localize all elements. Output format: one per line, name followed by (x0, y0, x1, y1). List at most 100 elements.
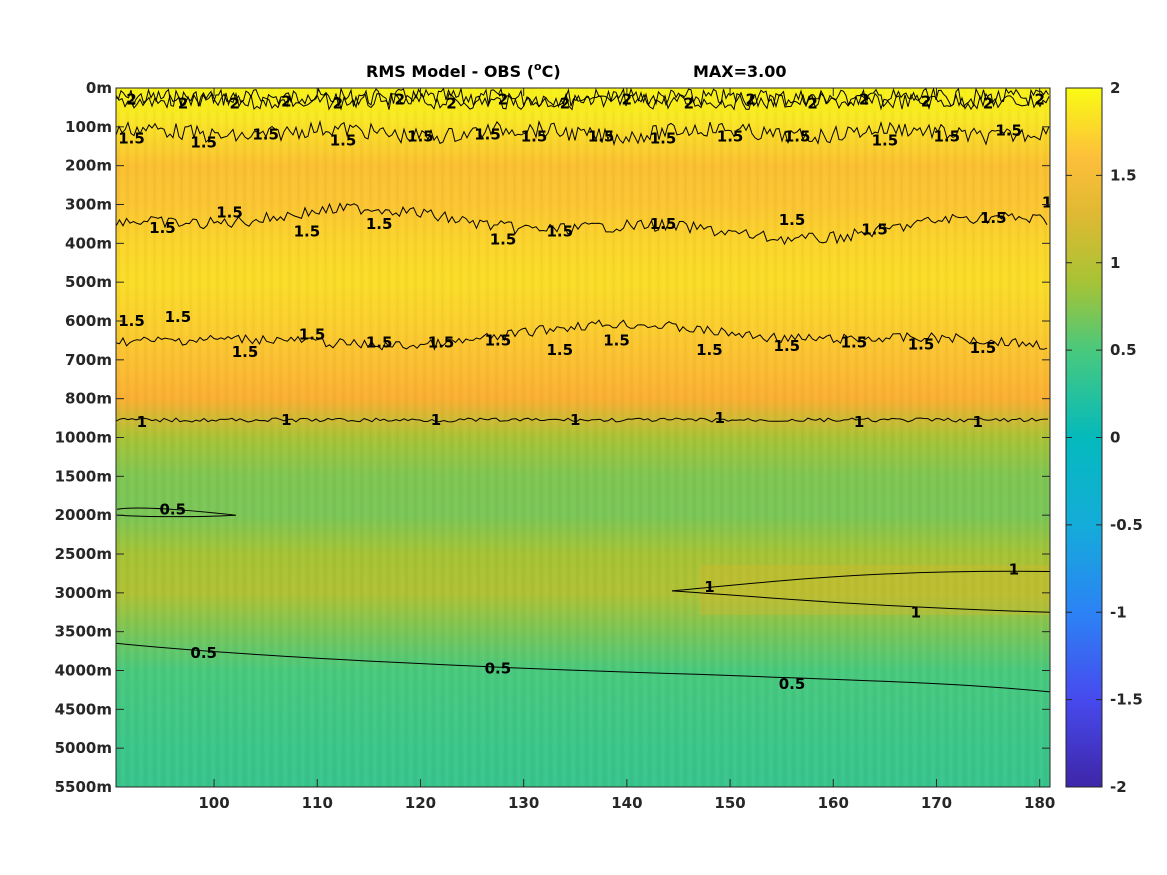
contour-label: 2 (983, 95, 993, 113)
contour-label: 0.5 (159, 500, 186, 518)
contour-line-1 (671, 590, 1050, 613)
contour-label: 2 (745, 91, 755, 109)
contour-label: 1 (704, 578, 714, 596)
x-tick-label: 180 (1024, 794, 1055, 812)
contour-label: 1.5 (934, 128, 961, 146)
contour-label: 1.5 (118, 129, 145, 147)
contour-label: 2 (498, 91, 508, 109)
contour-label: 1 (570, 411, 580, 429)
y-tick-label: 5000m (55, 739, 112, 757)
contour-label: 1.5 (774, 337, 801, 355)
contour-label: 1.5 (861, 221, 888, 239)
contour-line-1 (671, 570, 1050, 592)
contour-label: 1.5 (299, 326, 326, 344)
contour-label: 1 (911, 603, 921, 621)
contour-label: 1.5 (696, 341, 723, 359)
y-tick-label: 4000m (55, 662, 112, 680)
y-tick-label: 300m (65, 196, 112, 214)
colorbar-tick-label: -2 (1110, 778, 1127, 796)
contour-label: 1.5 (216, 203, 243, 221)
y-tick-label: 500m (65, 273, 112, 291)
chart-title-max: MAX=3.00 (693, 62, 787, 81)
contour-label: 2 (178, 95, 188, 113)
contour-label: 1.5 (485, 331, 512, 349)
x-tick-label: 110 (302, 794, 333, 812)
contour-label: 1.5 (588, 128, 615, 146)
colorbar-tick-label: 1 (1110, 254, 1120, 272)
contour-label: 1.5 (490, 230, 517, 248)
contour-label: 2 (622, 91, 632, 109)
contour-label: 2 (333, 95, 343, 113)
colorbar-tick-label: 0.5 (1110, 341, 1137, 359)
contour-label: 1.5 (330, 131, 357, 149)
y-tick-label: 0m (86, 79, 112, 97)
contour-labels: 2 2 2 2 2 2 2 2 2 2 2 2 2 2 2 2 21.5 1.5 1.5 1.5 1.5 1.5 1.5 1.… (118, 91, 1050, 693)
contour-label: 2 (281, 93, 291, 111)
contour-label: 1 (854, 413, 864, 431)
contour-label: 2 (859, 91, 869, 109)
y-tick-label: 3000m (55, 584, 112, 602)
chart-title-text: RMS Model - OBS (oC) (366, 60, 561, 81)
contour-label: 1.5 (294, 223, 321, 241)
contour-line-1 (116, 417, 1048, 423)
contour-label: 1.5 (190, 133, 217, 151)
contour-label: 1.5 (603, 331, 630, 349)
contour-label: 1.5 (407, 128, 434, 146)
y-tick-label: 2500m (55, 545, 112, 563)
contour-line-0-5 (116, 642, 1050, 693)
y-tick-label: 4500m (55, 700, 112, 718)
colorbar-tick-label: -1.5 (1110, 691, 1143, 709)
chart-title: RMS Model - OBS (oC) MAX=3.00 (366, 60, 787, 81)
contour-label: 1 (1009, 561, 1019, 579)
contour-label: 1.5 (970, 339, 997, 357)
contour-label: 1 (715, 409, 725, 427)
contour-label: 1.5 (908, 335, 935, 353)
plot-area: 2 2 2 2 2 2 2 2 2 2 2 2 2 2 2 2 21.5 1.5 1.5 1.5 1.5 1.5 1.5 1.… (116, 88, 1050, 787)
contour-label: 1.5 (650, 129, 677, 147)
contour-line-1-5 (116, 319, 1048, 351)
contour-line-2 (116, 88, 1049, 109)
contour-label: 2 (807, 95, 817, 113)
contour-label: 2 (229, 95, 239, 113)
contour-label: 1.5 (118, 312, 145, 330)
y-tick-label: 2000m (55, 506, 112, 524)
contour-label: 1.5 (252, 126, 279, 144)
contour-lines (116, 88, 1050, 693)
contour-line-1-5 (116, 119, 1050, 147)
contour-label: 1.5 (779, 211, 806, 229)
x-tick-label: 140 (611, 794, 642, 812)
colorbar-tick-label: 2 (1110, 79, 1120, 97)
contour-label: 1 (431, 411, 441, 429)
contour-label: 1.5 (165, 308, 192, 326)
contour-label: 2 (1034, 91, 1044, 109)
contour-label: 2 (446, 95, 456, 113)
contour-label: 1.5 (366, 333, 393, 351)
y-tick-label: 5500m (55, 778, 112, 796)
colorbar-tick-label: -0.5 (1110, 516, 1143, 534)
contour-line-0-5 (116, 507, 237, 518)
y-tick-label: 100m (65, 118, 112, 136)
contour-label: 1.5 (232, 343, 259, 361)
contour-label: 1.5 (980, 209, 1007, 227)
contour-label: 2 (126, 91, 136, 109)
x-tick-label: 150 (714, 794, 745, 812)
contour-label: 1.5 (717, 128, 744, 146)
contour-label: 1.5 (841, 333, 868, 351)
contour-label: 1.5 (474, 126, 501, 144)
colorbar-tick-label: 1.5 (1110, 166, 1137, 184)
y-tick-label: 600m (65, 312, 112, 330)
colorbar: 2 1.5 1 0.5 0 -0.5 -1 -1.5 -2 (1065, 79, 1143, 796)
y-axis: 0m 100m 200m 300m 400m 500m 600m 700m 800m 1000m 1… (55, 79, 1050, 796)
colorbar-tick-label: 0 (1110, 429, 1120, 447)
contour-line-2 (116, 92, 1050, 111)
contour-label: 1.5 (546, 223, 573, 241)
contour-label: 1 (137, 413, 147, 431)
contour-label: 1.5 (366, 215, 393, 233)
y-tick-label: 1000m (55, 429, 112, 447)
colorbar-tick-label: -1 (1110, 603, 1127, 621)
y-tick-label: 1500m (55, 467, 112, 485)
y-tick-label: 400m (65, 234, 112, 252)
contour-label: 2 (560, 95, 570, 113)
contour-label: 1.5 (546, 341, 573, 359)
